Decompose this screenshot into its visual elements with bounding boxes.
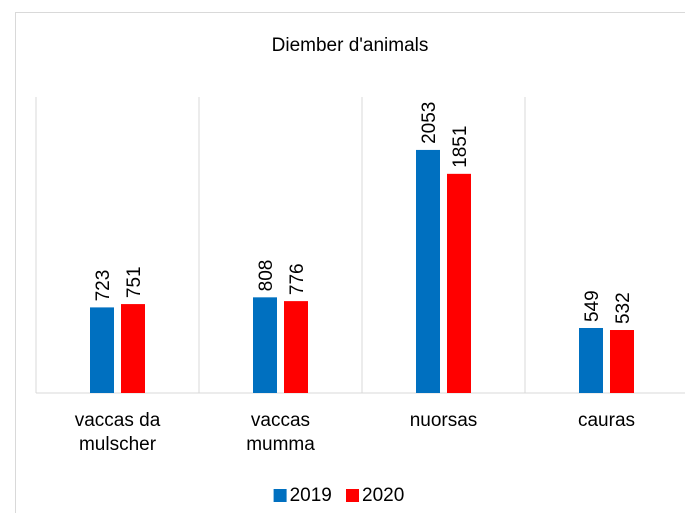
data-label: 532 <box>613 292 634 324</box>
data-label: 776 <box>287 263 308 295</box>
bar <box>90 307 114 393</box>
data-label: 723 <box>93 270 114 302</box>
bar <box>253 297 277 393</box>
data-label: 1851 <box>450 126 471 168</box>
legend-swatch <box>273 489 287 502</box>
data-label: 808 <box>256 260 277 292</box>
x-tick-label: vaccas mumma <box>246 410 315 455</box>
bar <box>121 304 145 393</box>
data-label: 2053 <box>419 102 440 144</box>
bar <box>416 149 440 393</box>
chart-border <box>15 12 685 513</box>
data-label: 549 <box>582 290 603 322</box>
legend-label: 2020 <box>362 485 404 506</box>
bar <box>579 327 603 393</box>
legend-swatch <box>346 489 359 502</box>
legend-label: 2019 <box>290 485 332 506</box>
x-tick-label: nuorsas <box>409 410 478 431</box>
x-tick-label: cauras <box>577 410 636 431</box>
data-label: 751 <box>124 266 145 298</box>
chart-title: Diember d'animals <box>272 35 429 56</box>
x-tick-label: vaccas da mulscher <box>74 410 161 455</box>
bar <box>447 173 471 393</box>
bar <box>284 301 308 393</box>
bar <box>610 330 634 393</box>
